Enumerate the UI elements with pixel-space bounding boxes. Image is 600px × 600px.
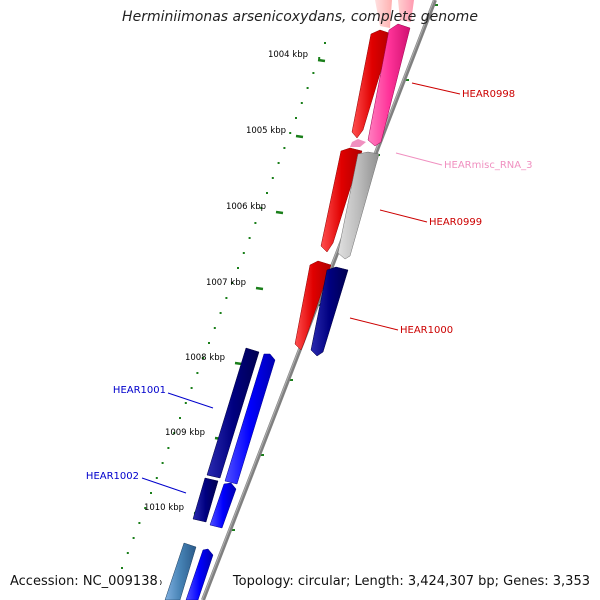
label-hear0998[interactable]: HEAR0998 <box>462 89 515 100</box>
scale-tick-label: 1009 kbp <box>165 428 205 438</box>
scale-tick <box>295 134 304 139</box>
scale-tick <box>234 361 243 366</box>
scale-dot <box>219 312 222 314</box>
scale-tick-label: 1004 kbp <box>268 50 308 60</box>
scale-dot <box>144 507 147 509</box>
scale-dot <box>277 162 280 164</box>
scale-dot <box>173 432 176 434</box>
gene-hear1001[interactable] <box>206 347 260 479</box>
scale-dot <box>225 297 228 299</box>
scale-dot <box>208 342 210 344</box>
scale-dot <box>138 522 141 524</box>
accession-text: Accession: NC_009138 <box>8 574 160 589</box>
scale-dot <box>260 207 263 209</box>
scale-dot <box>126 552 129 554</box>
scale-tick-label: 1010 kbp <box>144 503 184 513</box>
scale-dot <box>231 282 234 284</box>
scale-tick-label: 1005 kbp <box>246 126 286 136</box>
scale-dot <box>300 102 303 104</box>
scale-dot <box>167 447 170 449</box>
gene-hear1002[interactable] <box>192 477 219 523</box>
label-leaders <box>141 82 461 494</box>
label-hear1001[interactable]: HEAR1001 <box>113 385 166 396</box>
scale-dot <box>254 222 257 224</box>
label-hear0999[interactable]: HEAR0999 <box>429 217 482 228</box>
scale-dot <box>295 117 297 119</box>
scale-dot <box>132 537 135 539</box>
label-hear1002[interactable]: HEAR1002 <box>86 471 139 482</box>
scale-tick <box>275 210 284 215</box>
gene-blue-1002[interactable] <box>209 482 237 529</box>
scale-dot <box>237 267 239 269</box>
scale-dot <box>190 387 193 389</box>
scale-dot <box>306 87 309 89</box>
gene-pale-top[interactable] <box>375 0 392 28</box>
gene-lightpink-top[interactable] <box>398 0 414 22</box>
scale-dot <box>184 402 187 404</box>
gene-pink-0998[interactable] <box>367 23 411 147</box>
scale-dot <box>150 492 152 494</box>
scale-dot <box>324 42 326 44</box>
scale-dot <box>318 57 321 59</box>
scale-dot <box>242 252 245 254</box>
scale-dot <box>161 462 164 464</box>
gene-navy-1000[interactable] <box>310 266 349 357</box>
map-title: Herminiimonas arsenicoxydans, complete g… <box>122 9 478 25</box>
scale-dot <box>266 192 268 194</box>
gene-blue-1001[interactable] <box>224 353 276 485</box>
scale-dot <box>271 177 274 179</box>
gene-hearmisc-rna-3[interactable] <box>350 139 366 147</box>
gene-hear0999[interactable] <box>320 147 363 253</box>
scale-tick-label: 1007 kbp <box>206 278 246 288</box>
scale-dot <box>289 132 292 134</box>
scale-dot <box>121 567 123 569</box>
scale-tick-label: 1008 kbp <box>185 353 225 363</box>
scale-dot <box>248 237 251 239</box>
scale-dot <box>312 72 315 74</box>
scale-track-dots <box>115 42 326 584</box>
scale-dot <box>283 147 286 149</box>
scale-dot <box>213 327 216 329</box>
label-hear1000[interactable]: HEAR1000 <box>400 325 453 336</box>
scale-dot <box>196 372 199 374</box>
gene-hear1000[interactable] <box>294 260 332 351</box>
gene-blue-bottom[interactable] <box>185 548 214 600</box>
gene-features <box>164 0 414 600</box>
scale-tick <box>317 58 326 63</box>
scale-tick <box>255 286 264 291</box>
genome-summary: Topology: circular; Length: 3,424,307 bp… <box>230 574 592 589</box>
scale-tick-label: 1006 kbp <box>226 202 266 212</box>
gene-steel-bottom[interactable] <box>164 542 197 600</box>
gene-gray[interactable] <box>337 151 380 260</box>
scale-dot <box>179 417 181 419</box>
scale-dot <box>202 357 205 359</box>
label-hearmisc-rna-3[interactable]: HEARmisc_RNA_3 <box>444 160 533 171</box>
scale-dot <box>155 477 158 479</box>
